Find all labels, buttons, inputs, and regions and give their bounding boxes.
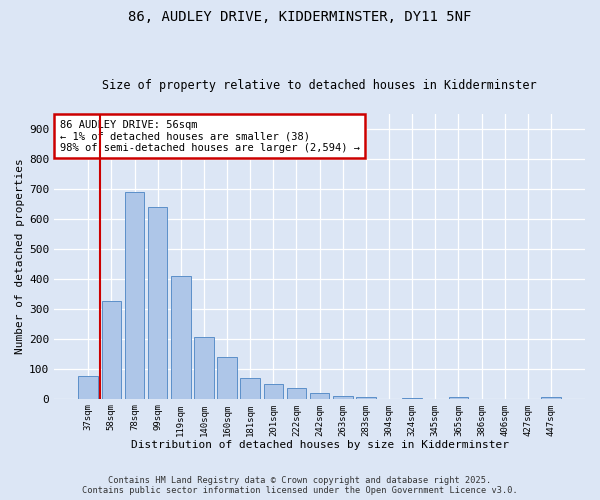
Bar: [217, 358, 237, 399]
Bar: [79, 376, 98, 398]
Bar: [263, 384, 283, 398]
Bar: [333, 396, 353, 398]
Bar: [194, 338, 214, 398]
Bar: [125, 192, 145, 398]
Y-axis label: Number of detached properties: Number of detached properties: [15, 158, 25, 354]
X-axis label: Distribution of detached houses by size in Kidderminster: Distribution of detached houses by size …: [131, 440, 509, 450]
Text: 86, AUDLEY DRIVE, KIDDERMINSTER, DY11 5NF: 86, AUDLEY DRIVE, KIDDERMINSTER, DY11 5N…: [128, 10, 472, 24]
Text: Contains HM Land Registry data © Crown copyright and database right 2025.
Contai: Contains HM Land Registry data © Crown c…: [82, 476, 518, 495]
Title: Size of property relative to detached houses in Kidderminster: Size of property relative to detached ho…: [103, 79, 537, 92]
Bar: [241, 378, 260, 398]
Bar: [101, 302, 121, 398]
Bar: [287, 388, 307, 398]
Bar: [310, 392, 329, 398]
Bar: [171, 276, 191, 398]
Bar: [148, 207, 167, 398]
Text: 86 AUDLEY DRIVE: 56sqm
← 1% of detached houses are smaller (38)
98% of semi-deta: 86 AUDLEY DRIVE: 56sqm ← 1% of detached …: [59, 120, 359, 153]
Bar: [449, 397, 469, 398]
Bar: [541, 397, 561, 398]
Bar: [356, 396, 376, 398]
